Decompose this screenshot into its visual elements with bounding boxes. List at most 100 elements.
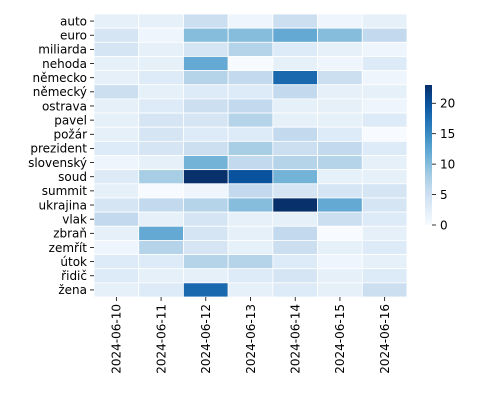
heatmap-cell-nehoda-2024-06-11 [138, 56, 184, 72]
heatmap-cell-řidič-2024-06-11 [138, 268, 184, 284]
heatmap-cell-auto-2024-06-16 [361, 13, 408, 29]
heatmap-cell-vlak-2024-06-11 [138, 211, 184, 227]
heatmap-cell-pavel-2024-06-16 [361, 112, 408, 128]
y-tick-label: zbraň [53, 227, 87, 241]
heatmap-cell-pavel-2024-06-15 [317, 112, 363, 128]
heatmap-cell-soud-2024-06-14 [272, 169, 318, 185]
heatmap-cell-pavel-2024-06-14 [272, 112, 318, 128]
y-tick-label: summit [42, 184, 88, 198]
y-tick-label: nehoda [42, 57, 87, 71]
heatmap-cell-miliarda-2024-06-12 [183, 41, 229, 57]
heatmap-cell-řidič-2024-06-15 [317, 268, 363, 284]
heatmap-cell-řidič-2024-06-13 [227, 268, 274, 284]
heatmap-cell-požár-2024-06-11 [138, 126, 184, 142]
heatmap-cell-soud-2024-06-12 [183, 169, 229, 185]
heatmap-cell-ukrajina-2024-06-13 [227, 197, 274, 213]
heatmap-cell-žena-2024-06-14 [272, 282, 318, 298]
heatmap-cell-zemřít-2024-06-11 [138, 239, 184, 255]
heatmap-cell-slovenský-2024-06-13 [227, 155, 274, 171]
heatmap-cell-pavel-2024-06-13 [227, 112, 274, 128]
heatmap-cell-vlak-2024-06-12 [183, 211, 229, 227]
heatmap-cell-zemřít-2024-06-15 [317, 239, 363, 255]
heatmap-cell-euro-2024-06-13 [227, 27, 274, 43]
heatmap-cell-nehoda-2024-06-15 [317, 56, 363, 72]
heatmap-cell-nehoda-2024-06-12 [183, 56, 229, 72]
heatmap-cell-miliarda-2024-06-10 [93, 41, 140, 57]
heatmap-cell-řidič-2024-06-14 [272, 268, 318, 284]
colorbar: 0 5 10 15 20 [425, 85, 455, 232]
y-tick-label: miliarda [38, 43, 87, 57]
heatmap-cell-zemřít-2024-06-10 [93, 239, 140, 255]
heatmap-cell-auto-2024-06-14 [272, 13, 318, 29]
y-tick-label: zemřít [49, 241, 88, 255]
heatmap-cell-útok-2024-06-16 [361, 254, 408, 270]
heatmap-cell-žena-2024-06-13 [227, 282, 274, 298]
heatmap-cell-summit-2024-06-15 [317, 183, 363, 199]
colorbar-tick-label: 5 [440, 188, 448, 202]
y-tick-label: útok [60, 255, 87, 269]
heatmap-cell-zbraň-2024-06-16 [361, 225, 408, 241]
heatmap-cell-vlak-2024-06-14 [272, 211, 318, 227]
heatmap-cell-německo-2024-06-14 [272, 70, 318, 86]
heatmap-cell-zbraň-2024-06-11 [138, 225, 184, 241]
heatmap-cell-prezident-2024-06-12 [183, 140, 229, 156]
heatmap-cell-soud-2024-06-15 [317, 169, 363, 185]
heatmap-cell-řidič-2024-06-10 [93, 268, 140, 284]
y-tick-label: německo [32, 71, 87, 85]
heatmap-cell-slovenský-2024-06-15 [317, 155, 363, 171]
y-tick-label: slovenský [28, 156, 87, 170]
heatmap-cell-zemřít-2024-06-14 [272, 239, 318, 255]
heatmap-cell-ukrajina-2024-06-15 [317, 197, 363, 213]
heatmap-cell-ostrava-2024-06-16 [361, 98, 408, 114]
heatmap-cell-prezident-2024-06-14 [272, 140, 318, 156]
y-tick-label: soud [58, 170, 87, 184]
heatmap-cell-německo-2024-06-13 [227, 70, 274, 86]
colorbar-gradient [425, 85, 432, 225]
heatmap-cell-německý-2024-06-16 [361, 84, 408, 100]
x-tick-label: 2024-06-15 [333, 304, 347, 374]
heatmap-cell-zbraň-2024-06-13 [227, 225, 274, 241]
heatmap-cell-soud-2024-06-10 [93, 169, 140, 185]
heatmap-cell-ukrajina-2024-06-10 [93, 197, 140, 213]
heatmap-cell-útok-2024-06-11 [138, 254, 184, 270]
x-tick-label: 2024-06-12 [199, 304, 213, 374]
heatmap-cell-miliarda-2024-06-13 [227, 41, 274, 57]
heatmap-cell-řidič-2024-06-16 [361, 268, 408, 284]
y-tick-label: auto [60, 14, 87, 28]
y-tick-label: žena [58, 283, 87, 297]
y-tick-label: pavel [54, 113, 87, 127]
heatmap-cell-zbraň-2024-06-15 [317, 225, 363, 241]
x-tick-label: 2024-06-10 [110, 304, 124, 374]
heatmap-cell-pavel-2024-06-10 [93, 112, 140, 128]
heatmap-cell-prezident-2024-06-11 [138, 140, 184, 156]
heatmap-cell-soud-2024-06-13 [227, 169, 274, 185]
heatmap-cell-auto-2024-06-13 [227, 13, 274, 29]
heatmap-cell-vlak-2024-06-15 [317, 211, 363, 227]
heatmap-cell-útok-2024-06-12 [183, 254, 229, 270]
heatmap-cell-auto-2024-06-12 [183, 13, 229, 29]
y-tick-label: ukrajina [39, 198, 87, 212]
x-tick-labels: 2024-06-10 2024-06-11 2024-06-12 2024-06-13… [110, 297, 392, 374]
heatmap-cell-ukrajina-2024-06-12 [183, 197, 229, 213]
heatmap-cell-summit-2024-06-16 [361, 183, 408, 199]
heatmap-cell-žena-2024-06-15 [317, 282, 363, 298]
heatmap-cell-německý-2024-06-11 [138, 84, 184, 100]
heatmap-cell-prezident-2024-06-13 [227, 140, 274, 156]
heatmap-cell-euro-2024-06-12 [183, 27, 229, 43]
heatmap-cell-slovenský-2024-06-12 [183, 155, 229, 171]
heatmap-cell-euro-2024-06-11 [138, 27, 184, 43]
heatmap-cell-německo-2024-06-15 [317, 70, 363, 86]
heatmap-cell-německo-2024-06-11 [138, 70, 184, 86]
heatmap-cell-slovenský-2024-06-16 [361, 155, 408, 171]
heatmap-cell-německý-2024-06-13 [227, 84, 274, 100]
y-tick-label: ostrava [42, 99, 87, 113]
heatmap-cell-nehoda-2024-06-10 [93, 56, 140, 72]
heatmap-cell-zbraň-2024-06-14 [272, 225, 318, 241]
heatmap-cell-vlak-2024-06-13 [227, 211, 274, 227]
colorbar-tick-label: 0 [440, 218, 448, 232]
heatmap-cell-zemřít-2024-06-13 [227, 239, 274, 255]
heatmap-cell-prezident-2024-06-10 [93, 140, 140, 156]
heatmap-cell-euro-2024-06-10 [93, 27, 140, 43]
colorbar-tick-label: 10 [440, 157, 455, 171]
heatmap-cell-pavel-2024-06-11 [138, 112, 184, 128]
